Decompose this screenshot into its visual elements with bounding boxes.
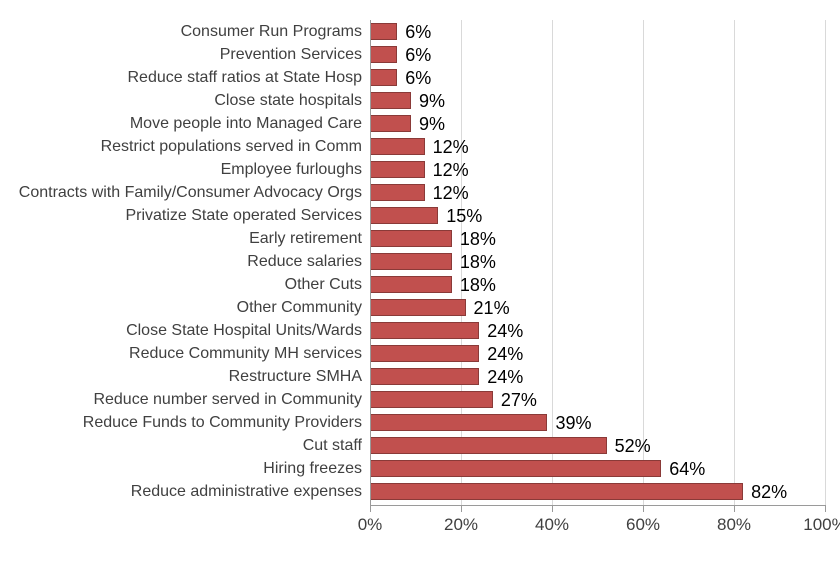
bar [370,368,479,385]
category-label: Move people into Managed Care [130,115,362,133]
category-label: Reduce salaries [247,253,362,271]
value-label: 82% [751,482,787,503]
bar [370,138,425,155]
category-label: Restructure SMHA [229,368,362,386]
category-label: Prevention Services [220,46,362,64]
bar [370,437,607,454]
bar [370,460,661,477]
x-tick [734,505,735,512]
value-label: 9% [419,114,445,135]
category-label: Contracts with Family/Consumer Advocacy … [19,184,362,202]
x-tick-label: 0% [358,515,383,535]
x-tick [370,505,371,512]
x-tick-label: 20% [444,515,478,535]
gridline [734,20,735,505]
bar [370,253,452,270]
x-tick-label: 80% [717,515,751,535]
value-label: 27% [501,390,537,411]
category-label: Reduce Community MH services [129,345,362,363]
category-label: Employee furloughs [221,161,362,179]
value-label: 39% [555,413,591,434]
budget-cuts-bar-chart: 6%6%6%9%9%12%12%12%15%18%18%18%21%24%24%… [0,0,840,565]
category-label: Other Cuts [285,276,362,294]
value-label: 6% [405,45,431,66]
category-label: Other Community [237,299,362,317]
category-label: Restrict populations served in Comm [101,138,362,156]
bar [370,92,411,109]
value-label: 24% [487,367,523,388]
value-label: 18% [460,275,496,296]
bar [370,483,743,500]
plot-area: 6%6%6%9%9%12%12%12%15%18%18%18%21%24%24%… [370,20,825,505]
bar [370,69,397,86]
bar [370,345,479,362]
x-tick [552,505,553,512]
x-tick [643,505,644,512]
bar [370,115,411,132]
value-label: 21% [474,298,510,319]
category-label: Privatize State operated Services [125,207,362,225]
gridline [643,20,644,505]
bar [370,207,438,224]
x-tick [825,505,826,512]
value-label: 18% [460,252,496,273]
bar [370,299,466,316]
value-label: 12% [433,160,469,181]
value-label: 6% [405,22,431,43]
gridline [825,20,826,505]
value-label: 18% [460,229,496,250]
x-axis-line [370,505,825,506]
value-label: 15% [446,206,482,227]
x-tick [461,505,462,512]
value-label: 9% [419,91,445,112]
value-label: 12% [433,183,469,204]
bar [370,276,452,293]
value-label: 24% [487,321,523,342]
x-tick-label: 40% [535,515,569,535]
category-label: Close State Hospital Units/Wards [126,322,362,340]
category-label: Hiring freezes [263,460,362,478]
x-tick-label: 100% [803,515,840,535]
category-label: Early retirement [249,230,362,248]
value-label: 24% [487,344,523,365]
bar [370,322,479,339]
category-label: Reduce number served in Community [93,391,362,409]
bar [370,46,397,63]
category-label: Reduce administrative expenses [131,483,362,501]
gridline [552,20,553,505]
value-label: 6% [405,68,431,89]
bar [370,230,452,247]
bar [370,161,425,178]
category-label: Consumer Run Programs [181,23,362,41]
value-label: 12% [433,137,469,158]
value-label: 64% [669,459,705,480]
value-label: 52% [615,436,651,457]
category-label: Close state hospitals [214,92,362,110]
x-tick-label: 60% [626,515,660,535]
bar [370,184,425,201]
category-label: Cut staff [303,437,362,455]
bar [370,391,493,408]
bar [370,414,547,431]
y-axis-line [370,20,371,505]
bar [370,23,397,40]
category-label: Reduce Funds to Community Providers [83,414,362,432]
category-label: Reduce staff ratios at State Hosp [128,69,363,87]
